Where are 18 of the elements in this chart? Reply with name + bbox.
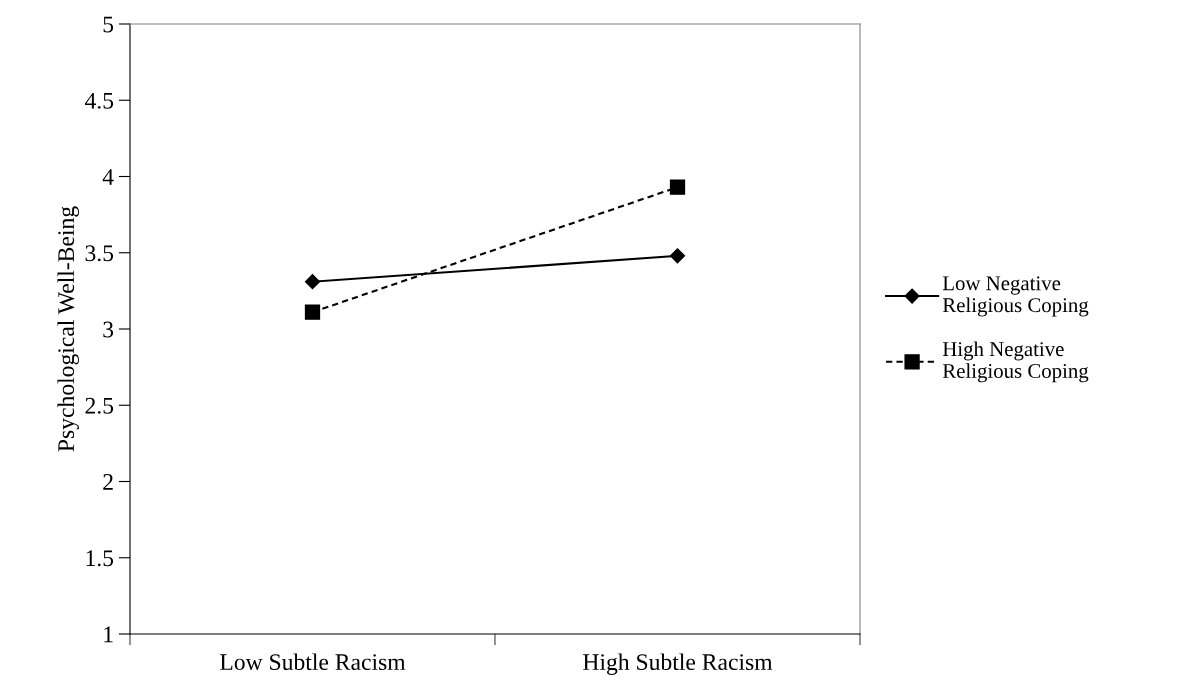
point [669, 179, 686, 195]
y-tick-label: 5 [103, 16, 114, 33]
y-tick-label: 1.5 [86, 550, 114, 567]
x-tick-label: Low Subtle Racism [220, 653, 406, 671]
y-tick-label: 2 [103, 474, 113, 490]
y-axis-title: Psychological Well-Being [57, 206, 79, 452]
point [304, 274, 321, 290]
y-tick-label: 4 [102, 169, 114, 185]
legend-label: High Negative Religious Coping [942, 341, 1089, 383]
y-tick-label: 3 [103, 321, 114, 338]
point [304, 304, 321, 320]
legend-label: Low Negative Religious Coping [942, 276, 1089, 317]
y-tick-label: 3.5 [85, 245, 114, 262]
y-tick-label: 1 [104, 626, 113, 643]
point [669, 248, 686, 264]
y-tick-label: 2.5 [85, 397, 114, 414]
x-tick-label: High Subtle Racism [583, 653, 773, 675]
y-tick-label: 4.5 [84, 92, 114, 109]
